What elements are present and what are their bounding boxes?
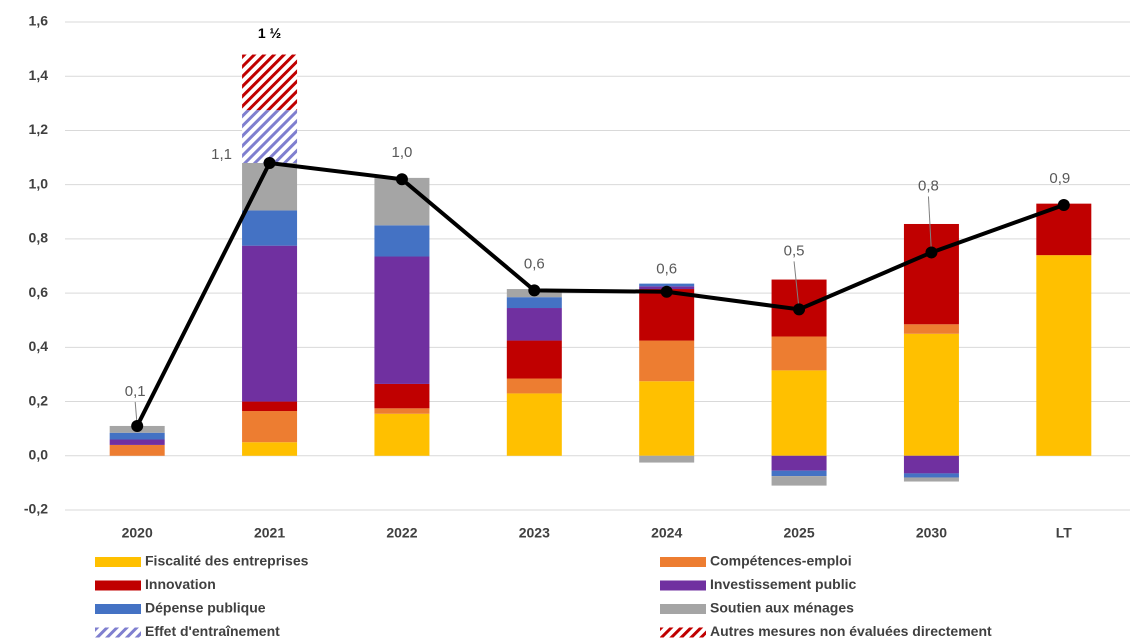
legend-label: Fiscalité des entreprises: [145, 553, 309, 569]
legend-label: Dépense publique: [145, 600, 266, 616]
leader-line: [793, 261, 800, 310]
bar-segment: [242, 210, 298, 246]
legend-label: Investissement public: [710, 576, 856, 592]
line-marker: [660, 285, 673, 298]
total-line: [135, 160, 1065, 427]
bar-segment: [374, 225, 430, 257]
x-tick-label: LT: [1056, 525, 1073, 541]
bar-segment: [242, 411, 298, 443]
bar-segment: [639, 455, 695, 463]
line-marker: [1057, 199, 1070, 211]
bar-segment: [771, 336, 827, 371]
bar-segment: [506, 340, 562, 379]
bar-segment: [903, 324, 959, 334]
y-tick-label: -0,2: [24, 501, 48, 517]
legend-swatch: [95, 627, 141, 638]
bar-segment: [374, 413, 430, 456]
bar-segment: [242, 401, 298, 412]
legend-swatch: [95, 557, 141, 567]
data-label: 0,6: [656, 261, 677, 278]
x-tick-label: 2025: [783, 525, 814, 541]
legend-label: Soutien aux ménages: [710, 600, 854, 616]
bar-segment: [1036, 255, 1092, 456]
annotation: 1 ½: [258, 25, 282, 41]
legend-label: Innovation: [145, 576, 216, 592]
bar-segment: [506, 308, 562, 341]
line-marker: [263, 156, 276, 169]
x-tick-label: 2022: [386, 525, 417, 541]
bar-segment: [242, 245, 298, 402]
y-tick-label: 0,8: [29, 230, 49, 246]
legend-swatch: [660, 557, 706, 567]
y-tick-label: 1,6: [29, 13, 49, 29]
bar-segment: [242, 54, 298, 111]
legend-swatch: [660, 627, 706, 638]
legend-swatch: [95, 604, 141, 614]
bar-segment: [506, 297, 562, 309]
leader-line: [927, 196, 932, 253]
bar-segment: [374, 177, 430, 226]
data-label: 0,1: [125, 383, 146, 400]
legend-label: Compétences-emploi: [710, 553, 852, 569]
bar-segment: [639, 340, 695, 382]
y-tick-label: 0,4: [29, 338, 49, 354]
data-label: 0,5: [784, 242, 805, 259]
bar-segment: [771, 370, 827, 456]
bar-segment: [109, 432, 165, 440]
y-tick-label: 0,6: [29, 284, 49, 300]
line-marker: [528, 284, 541, 297]
line-marker: [793, 303, 806, 316]
line-marker: [131, 419, 144, 432]
x-tick-label: 2020: [122, 525, 153, 541]
data-label: 0,6: [524, 255, 545, 272]
x-tick-label: 2023: [519, 525, 550, 541]
data-label: 1,1: [211, 146, 232, 163]
legend-swatch: [660, 580, 706, 591]
bar-segment: [242, 110, 298, 163]
bar-segment: [639, 381, 695, 456]
legend-swatch: [95, 580, 141, 591]
bar-segment: [506, 393, 562, 456]
bar-segment: [903, 223, 959, 325]
data-label: 1,0: [392, 144, 413, 161]
bar-segment: [771, 476, 827, 486]
x-tick-label: 2024: [651, 525, 682, 541]
y-tick-label: 0,2: [29, 392, 49, 408]
bar-segment: [903, 477, 959, 482]
line-marker: [395, 173, 408, 186]
legend-label: Effet d'entraînement: [145, 623, 280, 639]
bar-segment: [639, 283, 695, 287]
bar-segment: [903, 473, 959, 478]
y-tick-label: 1,4: [29, 67, 49, 83]
y-tick-label: 1,0: [29, 175, 49, 191]
bar-segment: [242, 442, 298, 456]
bar-segment: [374, 408, 430, 414]
x-tick-label: 2021: [254, 525, 285, 541]
y-tick-label: 0,0: [29, 446, 49, 462]
x-tick-label: 2030: [916, 525, 947, 541]
bar-segment: [771, 455, 827, 471]
bar-segment: [109, 444, 165, 456]
data-label: 0,8: [918, 177, 939, 194]
bar-segment: [109, 439, 165, 445]
bar-segment: [506, 378, 562, 394]
legend-label: Autres mesures non évaluées directement: [710, 623, 992, 639]
bar-segment: [374, 256, 430, 384]
bar-segment: [771, 470, 827, 477]
bar-segment: [903, 333, 959, 456]
line-marker: [925, 246, 938, 259]
y-tick-label: 1,2: [29, 121, 49, 137]
data-label: 0,9: [1049, 170, 1070, 187]
bar-segment: [374, 383, 430, 409]
legend-swatch: [660, 604, 706, 614]
bar-segment: [903, 455, 959, 474]
